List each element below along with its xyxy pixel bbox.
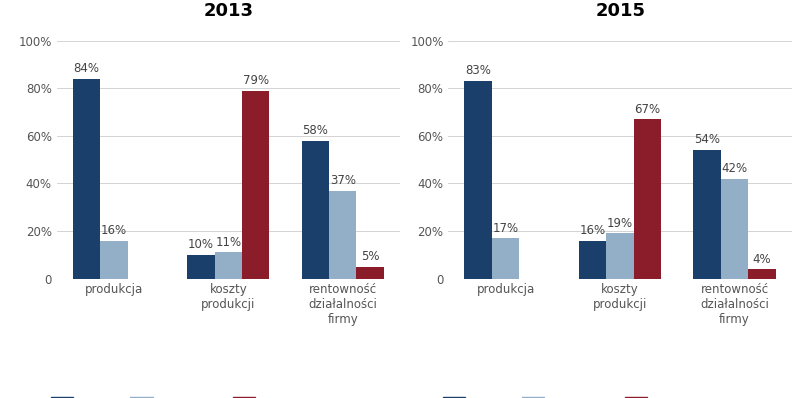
Text: 79%: 79%	[242, 74, 269, 87]
Text: 5%: 5%	[361, 250, 380, 263]
Bar	[633, 119, 661, 279]
Bar	[748, 269, 776, 279]
Text: 11%: 11%	[215, 236, 242, 249]
Bar	[73, 79, 100, 279]
Bar	[721, 179, 748, 279]
Text: 17%: 17%	[493, 222, 519, 234]
Bar	[301, 140, 329, 279]
Bar	[492, 238, 520, 279]
Bar	[187, 255, 214, 279]
Bar	[356, 267, 384, 279]
Bar	[579, 240, 606, 279]
Text: 16%: 16%	[101, 224, 127, 237]
Text: 42%: 42%	[722, 162, 747, 175]
Text: 84%: 84%	[74, 62, 99, 75]
Title: 2015: 2015	[595, 2, 645, 20]
Text: 58%: 58%	[302, 124, 328, 137]
Bar	[329, 191, 356, 279]
Text: 67%: 67%	[634, 103, 661, 115]
Bar	[606, 233, 633, 279]
Text: 16%: 16%	[579, 224, 606, 237]
Text: 4%: 4%	[753, 252, 772, 265]
Text: 19%: 19%	[607, 217, 633, 230]
Text: 10%: 10%	[187, 238, 214, 251]
Text: 83%: 83%	[465, 64, 491, 78]
Text: 37%: 37%	[330, 174, 356, 187]
Text: 54%: 54%	[694, 133, 720, 146]
Title: 2013: 2013	[204, 2, 253, 20]
Legend: wzrost, bez zmian, spadek: wzrost, bez zmian, spadek	[437, 392, 704, 398]
Bar	[214, 252, 242, 279]
Bar	[242, 90, 269, 279]
Bar	[693, 150, 721, 279]
Legend: wzrost, bez zmian, spadek: wzrost, bez zmian, spadek	[45, 392, 312, 398]
Bar	[100, 240, 128, 279]
Bar	[465, 81, 492, 279]
